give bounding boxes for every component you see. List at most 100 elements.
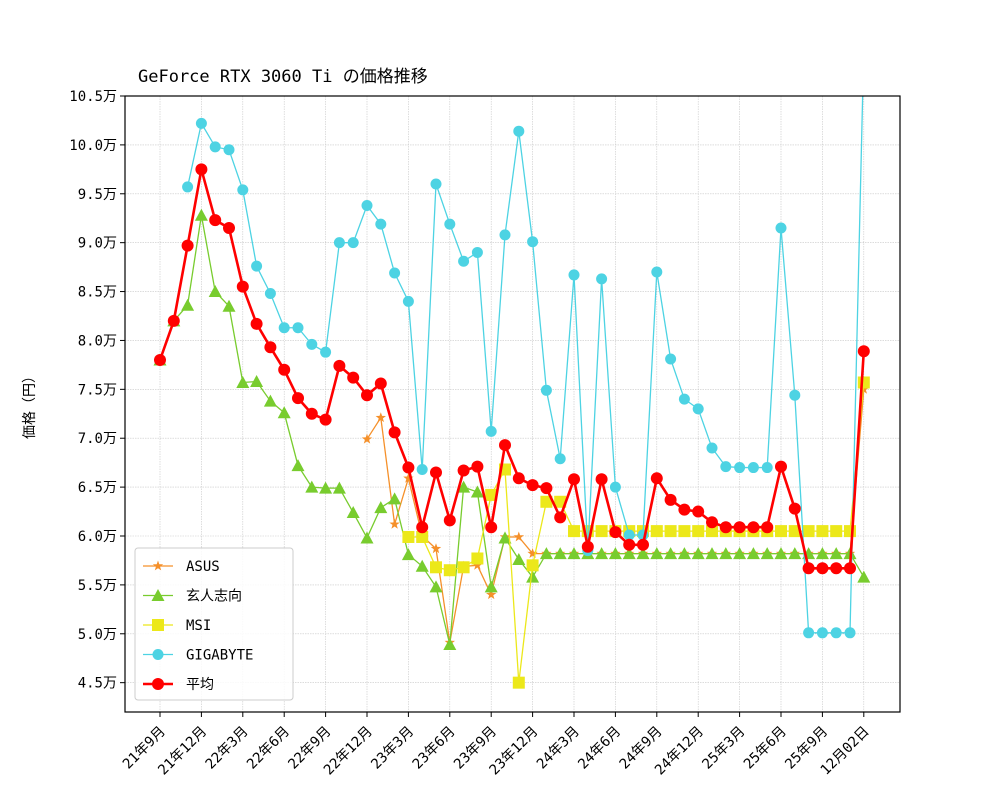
data-point [512,472,525,485]
data-point [651,266,663,278]
data-point [194,208,208,221]
legend: ASUS 玄人志向 MSI GIGABYTE 平均 [134,547,294,701]
data-point [816,525,829,538]
data-point [637,538,649,551]
data-point [305,407,318,420]
data-point [513,125,525,137]
data-point [857,570,871,583]
data-point [402,530,415,543]
data-point [664,525,677,538]
data-point [830,627,842,639]
y-tick-label: 8.5万 [78,285,117,301]
data-point [595,473,608,486]
data-point [471,552,484,565]
data-point [429,580,443,593]
data-point [650,472,663,485]
data-point [636,547,650,560]
data-point [195,117,207,129]
data-point [499,229,511,241]
data-point [472,559,483,570]
data-point [402,295,414,307]
series-line [159,215,865,645]
data-point [802,525,815,538]
data-point [829,547,843,560]
data-point [471,246,483,258]
data-point [209,214,222,227]
data-point [444,218,456,230]
data-point [692,505,705,518]
data-point [499,439,511,452]
data-point [154,354,166,366]
data-point [375,218,387,230]
data-point [195,163,208,176]
data-point [623,538,636,551]
data-point [389,518,400,529]
data-point [305,480,319,493]
data-point [858,42,869,53]
data-point [458,255,470,267]
legend-label: 玄人志向 [186,588,242,605]
data-point [237,184,249,196]
data-point [719,521,732,534]
data-point [788,502,801,515]
data-point [471,460,484,473]
data-point [692,403,704,415]
data-point [692,525,705,538]
y-tick-label: 7.0万 [78,431,117,447]
data-point [320,346,332,358]
data-point [360,531,374,544]
data-point [250,317,263,330]
data-point [457,480,471,493]
data-point [678,393,690,405]
data-point [333,237,345,249]
data-point [595,547,609,560]
data-point [568,473,580,486]
y-tick-label: 5.0万 [78,627,117,643]
data-point [152,678,164,690]
data-point [554,453,566,465]
data-point [292,392,304,405]
legend-label: MSI [186,618,211,634]
data-point [346,506,360,519]
data-point [568,525,580,538]
data-point [167,314,180,327]
data-point [775,222,787,234]
series-line [408,382,865,683]
data-point [788,525,801,538]
x-tick-label: 25年6月 [741,724,790,773]
y-tick-label: 10.0万 [69,138,117,154]
data-point [609,481,621,493]
data-point [540,482,553,495]
data-point [306,338,318,350]
data-point [720,461,732,473]
y-tick-label: 5.5万 [78,578,117,594]
data-point [774,547,788,560]
data-point [222,299,236,312]
data-point [485,521,498,534]
data-point [333,359,346,372]
data-point [457,561,470,574]
data-point [706,525,718,538]
data-point [347,237,359,249]
y-tick-label: 4.5万 [78,676,117,692]
data-point [596,273,608,285]
data-point [388,492,402,505]
data-point [361,200,373,212]
data-point [486,589,497,600]
data-point [789,389,801,401]
y-tick-label: 9.0万 [78,236,117,252]
data-point [664,493,677,506]
data-point [416,464,428,476]
data-point [677,547,691,560]
data-point [664,547,678,560]
series-4 [182,42,869,639]
x-tick-label: 22年3月 [203,724,252,773]
data-point [208,285,222,298]
data-point [402,461,415,474]
data-point [416,530,429,543]
data-point [251,260,263,272]
legend-label: ASUS [186,559,220,575]
data-point [250,375,264,388]
y-tick-label: 9.5万 [78,187,117,203]
data-point [857,345,870,358]
